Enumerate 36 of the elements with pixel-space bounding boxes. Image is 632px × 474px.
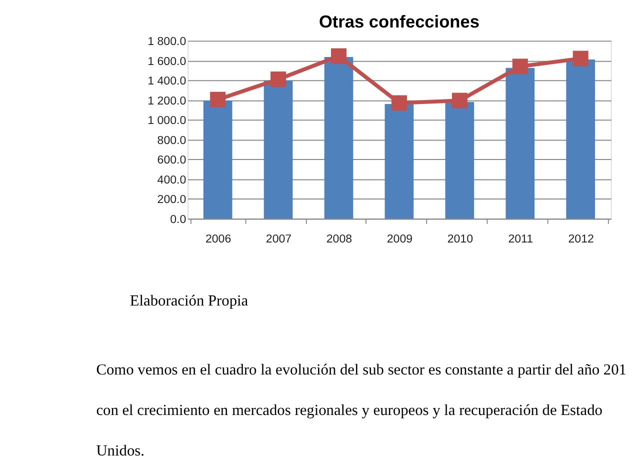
bar: [445, 102, 474, 219]
x-tick-label: 2008: [326, 233, 352, 246]
point: [330, 48, 346, 64]
y-tick-label: 1 000.0: [148, 115, 186, 128]
point: [270, 72, 286, 88]
text: con el crecimiento en mercados regionales y europeos y la recuperación de Estado: [96, 402, 603, 419]
x-tick-label: 2011: [508, 233, 534, 246]
y-tick-label: 1 600.0: [148, 56, 186, 68]
y-tick-label: 0.0: [170, 214, 186, 226]
text: Como vemos en el cuadro la evolución del sub sector es constante a partir del año 201: [96, 362, 626, 379]
y-tick-label: 400.0: [157, 174, 186, 186]
point: [452, 92, 468, 108]
y-tick-label: 1 400.0: [148, 76, 186, 88]
x-tick-label: 2010: [447, 233, 473, 246]
point: [210, 92, 226, 108]
y-tick-label: 800.0: [157, 134, 186, 147]
y-tick-label: 200.0: [157, 194, 186, 206]
bar: [264, 80, 293, 219]
x-tick-label: 2009: [386, 233, 413, 246]
y-tick-label: 600.0: [157, 154, 186, 167]
bar: [384, 104, 414, 219]
x-tick-label: 2012: [568, 233, 594, 246]
chart-title: Otras confecciones: [318, 11, 480, 32]
point: [512, 58, 528, 74]
y-tick-label: 1 200.0: [148, 95, 186, 108]
bar: [506, 68, 535, 219]
bar: [566, 60, 596, 219]
text: Elaboración Propia: [130, 292, 248, 310]
point: [391, 95, 407, 111]
point: [572, 50, 588, 66]
x-tick-label: 2006: [205, 233, 232, 246]
y-tick-label: 1 800.0: [148, 36, 186, 48]
bar: [324, 57, 354, 219]
bar: [203, 100, 232, 219]
text: Unidos.: [96, 442, 144, 460]
x-tick-label: 2007: [266, 233, 292, 246]
